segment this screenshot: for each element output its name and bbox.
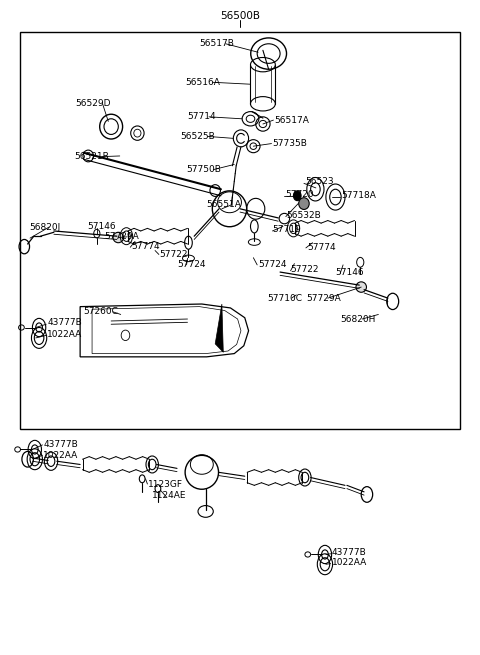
Text: 56517B: 56517B	[199, 39, 234, 48]
Text: 56532B: 56532B	[287, 212, 322, 221]
Ellipse shape	[293, 191, 301, 200]
Text: 1124AE: 1124AE	[152, 491, 186, 500]
Text: 1022AA: 1022AA	[332, 558, 367, 567]
Bar	[21, 32, 459, 428]
Polygon shape	[215, 304, 223, 352]
Ellipse shape	[299, 198, 309, 210]
Text: 57146: 57146	[87, 222, 116, 231]
Text: 57719: 57719	[273, 225, 301, 234]
Text: 57722: 57722	[159, 250, 187, 259]
Text: 57724: 57724	[258, 261, 287, 269]
Text: 43777B: 43777B	[43, 440, 78, 449]
Text: 57724: 57724	[177, 261, 205, 269]
Text: 57710C: 57710C	[268, 293, 303, 303]
Text: 1123GF: 1123GF	[148, 479, 183, 489]
Text: 56523: 56523	[305, 177, 334, 186]
Text: 56820J: 56820J	[29, 223, 60, 232]
Text: 1022AA: 1022AA	[47, 329, 83, 339]
Text: 57722: 57722	[290, 265, 319, 274]
Text: 57718A: 57718A	[341, 191, 376, 200]
Text: 56521B: 56521B	[74, 152, 108, 161]
Text: 57774: 57774	[307, 243, 336, 252]
Text: 57146: 57146	[336, 267, 364, 276]
Text: 56500B: 56500B	[220, 10, 260, 21]
Ellipse shape	[356, 282, 366, 292]
Ellipse shape	[113, 233, 123, 243]
Text: 56525B: 56525B	[180, 132, 215, 141]
Text: 57750B: 57750B	[187, 165, 221, 174]
Text: 57720: 57720	[285, 190, 313, 199]
Text: 56516A: 56516A	[185, 78, 220, 86]
Text: 57729A: 57729A	[104, 233, 139, 241]
Text: 57729A: 57729A	[306, 293, 341, 303]
Text: 1022AA: 1022AA	[43, 451, 79, 460]
Text: 57735B: 57735B	[273, 139, 307, 148]
Text: 57714: 57714	[188, 112, 216, 121]
Text: 43777B: 43777B	[47, 318, 82, 328]
Text: 43777B: 43777B	[332, 548, 366, 557]
Text: 56551A: 56551A	[206, 200, 241, 210]
Text: 57260C: 57260C	[84, 307, 119, 316]
Text: 56820H: 56820H	[340, 314, 375, 324]
Text: 57774: 57774	[131, 242, 160, 251]
Text: 56517A: 56517A	[275, 115, 309, 124]
Text: 56529D: 56529D	[75, 100, 111, 108]
